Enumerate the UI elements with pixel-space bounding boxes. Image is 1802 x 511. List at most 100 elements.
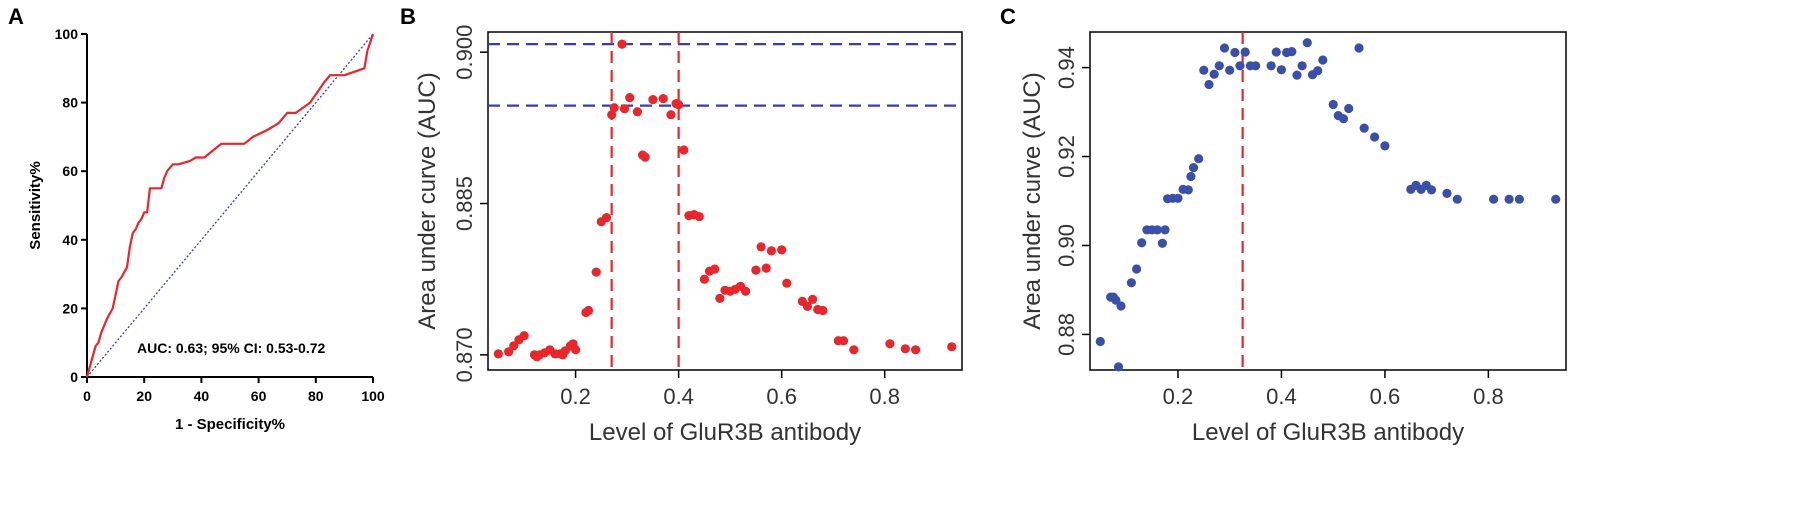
data-point <box>1199 65 1209 75</box>
data-point <box>1095 336 1105 347</box>
data-point <box>1183 185 1193 195</box>
data-point <box>1338 114 1349 124</box>
data-point <box>694 212 704 222</box>
data-point <box>648 95 658 105</box>
data-point <box>1157 238 1167 248</box>
data-point <box>818 305 828 316</box>
x-tick-label: 0.4 <box>663 384 694 409</box>
data-point <box>1219 43 1230 53</box>
data-point <box>679 145 689 155</box>
data-point <box>715 293 725 303</box>
data-point <box>601 213 612 223</box>
data-point <box>1297 61 1307 71</box>
data-point <box>1152 225 1162 235</box>
data-point <box>777 245 787 255</box>
y-axis-label: Area under curve (AUC) <box>1019 72 1046 329</box>
y-tick-label: 0.88 <box>1054 313 1079 356</box>
data-point <box>1126 278 1136 288</box>
data-point <box>1504 194 1514 204</box>
data-point <box>1287 47 1297 57</box>
data-point <box>571 345 581 355</box>
data-point <box>1194 154 1204 164</box>
data-point <box>1225 65 1235 75</box>
y-tick-label: 0.92 <box>1054 135 1079 178</box>
data-point <box>1266 61 1276 71</box>
data-point <box>1442 188 1452 198</box>
y-axis-label: Sensitivity% <box>27 161 44 249</box>
data-point <box>625 93 635 103</box>
x-tick-label: 0.8 <box>869 384 900 409</box>
data-point <box>900 344 910 354</box>
data-point <box>751 265 761 275</box>
y-tick-label: 0.94 <box>1054 46 1079 89</box>
x-tick-label: 0.2 <box>1163 384 1194 409</box>
data-point <box>808 294 818 304</box>
data-point <box>782 278 792 288</box>
roc-curve <box>85 33 375 378</box>
plot-frame <box>1089 31 1567 371</box>
data-point <box>1380 141 1390 151</box>
panel-letter: B <box>400 4 416 29</box>
y-tick-label: 0.870 <box>452 327 477 382</box>
data-point <box>838 336 849 346</box>
panel-b: B 0.2 0.4 0.6 0.8 0.870 0.885 0.900 Level of Glu… <box>400 4 963 446</box>
auc-annotation: AUC: 0.63; 95% CI: 0.53-0.72 <box>137 340 326 356</box>
data-point <box>1230 47 1240 58</box>
data-point <box>1489 194 1499 204</box>
data-point <box>1235 61 1245 71</box>
data-point <box>1186 171 1196 182</box>
data-point <box>493 349 503 359</box>
data-point <box>632 107 643 117</box>
x-tick-label: 0.6 <box>1370 384 1401 409</box>
data-point <box>609 103 619 113</box>
data-point <box>674 100 684 110</box>
data-point <box>583 305 594 316</box>
data-point <box>1452 194 1462 204</box>
panel-c: C 0.2 0.4 0.6 0.8 0.88 0.90 0.92 0.94 Level of Gl… <box>1000 4 1567 446</box>
data-point <box>1160 225 1170 235</box>
data-point <box>1271 47 1281 57</box>
panel-letter: A <box>8 4 24 29</box>
y-tick-label: 100 <box>55 26 79 42</box>
data-point <box>1292 70 1302 80</box>
data-point <box>1302 38 1312 48</box>
y-tick-label: 0.900 <box>452 25 477 80</box>
y-tick-label: 80 <box>62 95 78 111</box>
data-point <box>1116 301 1126 311</box>
x-tick-label: 0.8 <box>1473 384 1504 409</box>
data-point <box>766 246 777 256</box>
y-tick-label: 0.90 <box>1054 224 1079 267</box>
data-point <box>1173 193 1183 203</box>
data-point <box>617 39 627 49</box>
y-tick-label: 60 <box>62 163 78 179</box>
data-point <box>1370 132 1380 142</box>
data-point <box>885 339 895 349</box>
data-point <box>1214 61 1224 71</box>
data-point <box>1426 185 1437 195</box>
data-point <box>619 104 630 114</box>
x-axis-label: 1 - Specificity% <box>175 416 285 433</box>
data-point <box>1204 79 1214 90</box>
data-point <box>947 342 957 352</box>
panel-a: A 0 20 40 60 80 100 0 20 40 60 80 100 1 - Specificity… <box>8 4 385 433</box>
data-point <box>699 274 710 284</box>
data-point <box>1318 55 1328 65</box>
data-point <box>1251 61 1261 71</box>
x-tick-label: 80 <box>308 388 324 404</box>
data-point <box>849 345 859 355</box>
data-point <box>761 263 771 273</box>
data-point <box>741 286 751 296</box>
x-tick-label: 40 <box>194 388 210 404</box>
reference-diagonal-line <box>86 33 374 378</box>
data-point <box>666 110 676 120</box>
data-point <box>640 152 650 162</box>
data-point <box>1344 103 1354 114</box>
y-tick-label: 40 <box>62 232 78 248</box>
data-point <box>1137 238 1147 248</box>
data-point <box>1276 65 1286 75</box>
x-tick-label: 0.2 <box>560 384 591 409</box>
x-tick-label: 0.4 <box>1266 384 1297 409</box>
y-tick-label: 0 <box>70 369 78 385</box>
data-point <box>1188 163 1199 173</box>
x-tick-label: 0 <box>83 388 91 404</box>
